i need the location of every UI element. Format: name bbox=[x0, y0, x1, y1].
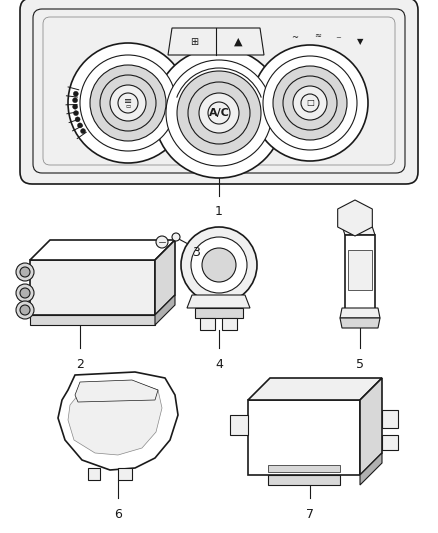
Circle shape bbox=[156, 236, 168, 248]
Text: 6: 6 bbox=[114, 508, 122, 521]
FancyBboxPatch shape bbox=[20, 0, 418, 184]
Circle shape bbox=[202, 248, 236, 282]
Text: ~: ~ bbox=[335, 35, 341, 41]
Text: □: □ bbox=[306, 99, 314, 108]
Circle shape bbox=[252, 45, 368, 161]
Text: A/C: A/C bbox=[208, 108, 230, 118]
Polygon shape bbox=[268, 465, 340, 472]
Circle shape bbox=[301, 94, 319, 112]
Polygon shape bbox=[195, 308, 243, 318]
Circle shape bbox=[208, 102, 230, 124]
Polygon shape bbox=[75, 380, 158, 402]
Circle shape bbox=[154, 48, 284, 178]
Circle shape bbox=[78, 123, 82, 128]
Text: 1: 1 bbox=[215, 205, 223, 218]
Text: ⊞: ⊞ bbox=[190, 37, 198, 47]
Circle shape bbox=[16, 284, 34, 302]
Polygon shape bbox=[230, 415, 248, 435]
Text: 2: 2 bbox=[76, 358, 84, 371]
Circle shape bbox=[90, 65, 166, 141]
Polygon shape bbox=[340, 308, 380, 318]
Text: ~: ~ bbox=[292, 34, 299, 43]
Text: ≡: ≡ bbox=[124, 96, 132, 106]
Circle shape bbox=[177, 71, 261, 155]
Circle shape bbox=[68, 43, 188, 163]
Circle shape bbox=[16, 301, 34, 319]
Circle shape bbox=[263, 56, 357, 150]
Polygon shape bbox=[268, 475, 340, 485]
Circle shape bbox=[80, 55, 176, 151]
Circle shape bbox=[73, 98, 78, 103]
Polygon shape bbox=[360, 453, 382, 485]
Circle shape bbox=[273, 66, 347, 140]
Polygon shape bbox=[155, 240, 175, 315]
Circle shape bbox=[20, 267, 30, 277]
Polygon shape bbox=[118, 468, 132, 480]
Polygon shape bbox=[88, 468, 100, 480]
Circle shape bbox=[293, 86, 327, 120]
Polygon shape bbox=[30, 240, 175, 260]
Text: 4: 4 bbox=[215, 358, 223, 371]
Polygon shape bbox=[348, 250, 372, 290]
Circle shape bbox=[199, 93, 239, 133]
Circle shape bbox=[166, 60, 272, 166]
Circle shape bbox=[283, 76, 337, 130]
Polygon shape bbox=[338, 200, 372, 236]
Polygon shape bbox=[155, 295, 175, 325]
Circle shape bbox=[188, 82, 250, 144]
Polygon shape bbox=[248, 378, 382, 400]
Circle shape bbox=[118, 93, 138, 113]
Text: ≈: ≈ bbox=[314, 30, 321, 39]
Circle shape bbox=[20, 288, 30, 298]
Polygon shape bbox=[58, 372, 178, 470]
Polygon shape bbox=[340, 318, 380, 328]
Polygon shape bbox=[360, 378, 382, 475]
Polygon shape bbox=[30, 315, 155, 325]
Circle shape bbox=[16, 263, 34, 281]
Text: 7: 7 bbox=[306, 508, 314, 521]
Text: ▭: ▭ bbox=[125, 104, 131, 109]
Polygon shape bbox=[30, 260, 155, 315]
Text: ▲: ▲ bbox=[234, 37, 242, 47]
Circle shape bbox=[81, 128, 85, 134]
Polygon shape bbox=[382, 435, 398, 450]
Circle shape bbox=[73, 91, 78, 96]
Polygon shape bbox=[345, 235, 375, 310]
Polygon shape bbox=[187, 295, 250, 308]
Circle shape bbox=[75, 117, 80, 122]
Polygon shape bbox=[382, 410, 398, 428]
Polygon shape bbox=[168, 28, 264, 55]
Circle shape bbox=[74, 111, 78, 116]
Text: 3: 3 bbox=[192, 246, 200, 259]
Circle shape bbox=[110, 85, 146, 121]
Circle shape bbox=[191, 237, 247, 293]
Text: ▼: ▼ bbox=[357, 37, 363, 46]
Circle shape bbox=[181, 227, 257, 303]
Circle shape bbox=[73, 104, 78, 109]
Circle shape bbox=[100, 75, 156, 131]
Polygon shape bbox=[200, 318, 215, 330]
Polygon shape bbox=[222, 318, 237, 330]
Polygon shape bbox=[340, 220, 375, 235]
Text: 5: 5 bbox=[356, 358, 364, 371]
Polygon shape bbox=[68, 381, 162, 455]
Circle shape bbox=[172, 233, 180, 241]
Circle shape bbox=[20, 305, 30, 315]
Polygon shape bbox=[248, 400, 360, 475]
